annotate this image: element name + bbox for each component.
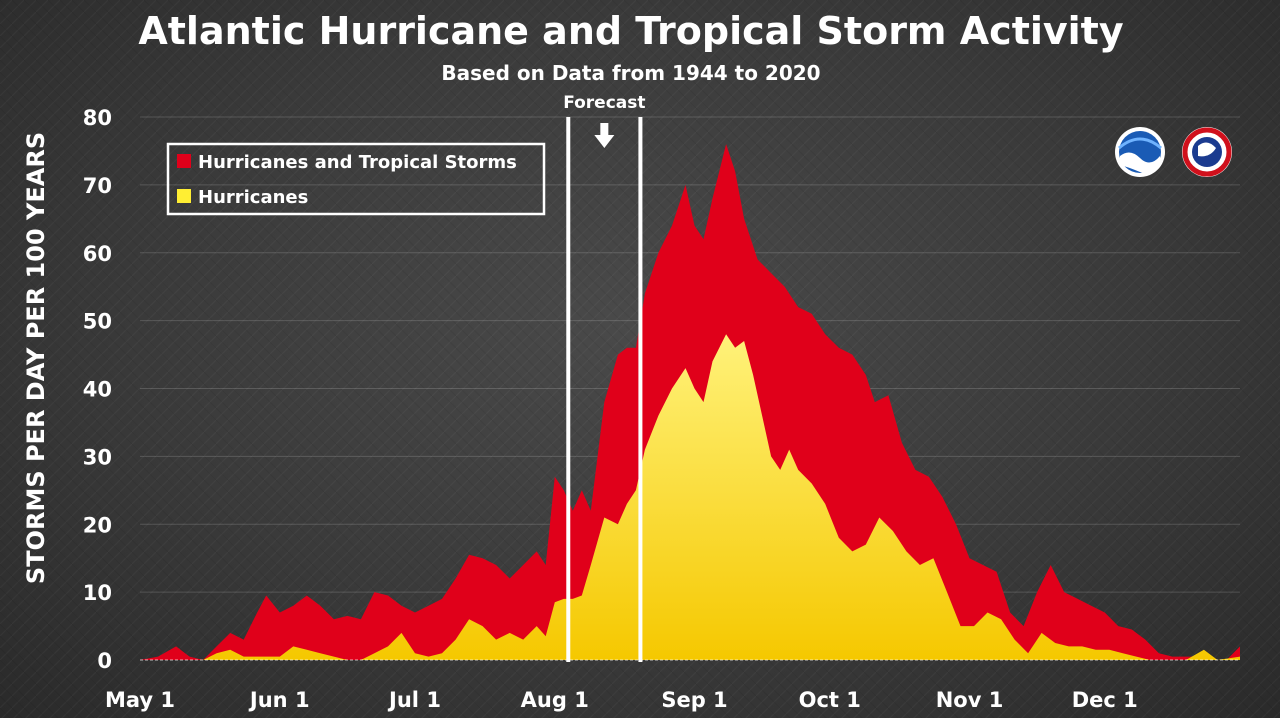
x-tick-label: May 1	[105, 688, 175, 712]
x-tick-label: Sep 1	[661, 688, 727, 712]
y-tick-label: 50	[83, 310, 112, 334]
x-tick-label: Dec 1	[1072, 688, 1138, 712]
x-tick-label: Jun 1	[248, 688, 310, 712]
forecast-window: Forecast	[563, 93, 646, 662]
legend-swatch-hurricanes	[177, 189, 191, 203]
national-weather-service-logo	[1182, 127, 1232, 177]
legend-box	[166, 142, 546, 216]
noaa-logo	[1115, 127, 1165, 177]
y-tick-label: 40	[83, 378, 112, 402]
x-axis-ticks: May 1 Jun 1 Jul 1 Aug 1 Sep 1 Oct 1 Nov 1 Dec 1	[105, 688, 1138, 712]
y-axis-label: STORMS PER DAY PER 100 YEARS	[22, 132, 50, 584]
forecast-label: Forecast	[563, 93, 645, 113]
legend-label-storms: Hurricanes and Tropical Storms	[198, 152, 517, 173]
y-tick-label: 80	[83, 106, 112, 130]
y-tick-label: 60	[83, 242, 112, 266]
plot-areas	[140, 144, 1240, 661]
legend-swatch-storms	[177, 154, 191, 168]
y-tick-label: 0	[97, 649, 112, 673]
x-tick-label: Oct 1	[799, 688, 861, 712]
down-arrow-icon	[594, 123, 615, 148]
hurricanes-area	[140, 334, 1240, 660]
y-tick-label: 10	[83, 581, 112, 605]
y-tick-label: 20	[83, 513, 112, 537]
y-axis-ticks: 0 10 20 30 40 50 60 70 80	[83, 106, 112, 673]
legend: Hurricanes and Tropical Storms Hurricane…	[166, 142, 546, 216]
chart-subtitle: Based on Data from 1944 to 2020	[441, 61, 820, 85]
legend-label-hurricanes: Hurricanes	[198, 187, 308, 208]
chart-title: Atlantic Hurricane and Tropical Storm Ac…	[138, 9, 1123, 53]
x-tick-label: Jul 1	[387, 688, 441, 712]
x-tick-label: Aug 1	[521, 688, 589, 712]
x-tick-label: Nov 1	[936, 688, 1004, 712]
y-tick-label: 70	[83, 174, 112, 198]
y-tick-label: 30	[83, 445, 112, 469]
